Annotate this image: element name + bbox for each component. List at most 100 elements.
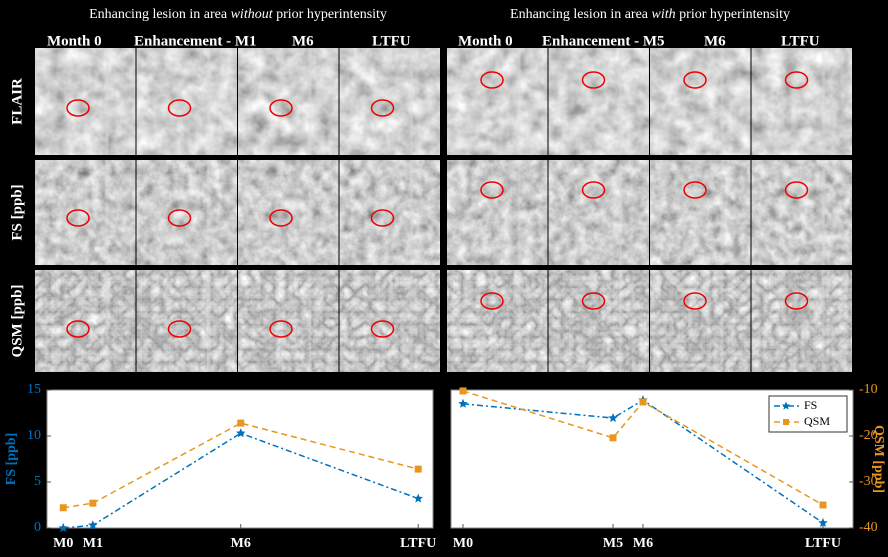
lesion-marker <box>370 320 395 338</box>
marker-star <box>88 520 98 530</box>
series-line <box>63 422 419 509</box>
marker-square <box>59 504 67 512</box>
y2-tick-label: -20 <box>859 428 878 443</box>
marker-square <box>609 434 617 442</box>
column-label: Enhancement - M1 <box>134 33 257 49</box>
lesion-marker <box>167 320 192 338</box>
column-label: Month 0 <box>47 33 102 49</box>
title-part: prior hyperintensity <box>676 7 790 22</box>
marker-square <box>414 465 422 473</box>
mri-image <box>548 270 649 372</box>
marker-square <box>237 419 245 427</box>
row-label: QSM [ppb] <box>9 285 25 358</box>
y-tick-label: 15 <box>27 382 41 397</box>
legend-box <box>768 395 848 433</box>
x-tick-label: LTFU <box>805 536 841 551</box>
column-label: Enhancement - M5 <box>542 33 665 49</box>
mri-image <box>136 270 237 372</box>
lesion-marker <box>784 181 809 199</box>
mri-image <box>650 160 751 265</box>
mri-image <box>447 160 548 265</box>
lesion-marker <box>66 320 90 338</box>
title-part: Enhancing lesion in area <box>510 7 652 22</box>
marker-star <box>236 428 246 438</box>
legend-label: QSM <box>804 414 830 428</box>
mri-image <box>650 270 751 372</box>
marker-square <box>819 501 827 509</box>
marker-star <box>608 413 618 423</box>
lesion-marker <box>66 99 90 117</box>
mri-image <box>339 270 440 372</box>
lesion-marker <box>480 292 504 310</box>
y-tick-label: 5 <box>34 474 41 489</box>
column-label: LTFU <box>781 33 820 49</box>
legend-marker <box>781 401 791 410</box>
marker-star <box>458 398 468 408</box>
lesion-marker <box>269 320 293 338</box>
title-part: without <box>231 7 274 22</box>
lesion-marker <box>269 209 293 227</box>
lesion-marker <box>269 99 293 117</box>
lesion-marker <box>370 99 395 117</box>
marker-square <box>89 499 97 507</box>
legend-marker <box>783 419 789 425</box>
marker-star <box>58 523 68 532</box>
mri-image <box>548 48 649 155</box>
legend-label: FS <box>804 398 817 412</box>
mri-image <box>447 270 548 372</box>
panel-title: Enhancing lesion in area with prior hype… <box>510 7 790 22</box>
x-tick-label: M0 <box>53 536 73 551</box>
x-tick-label: M6 <box>231 536 251 551</box>
title-part: prior hyperintensity <box>273 7 387 22</box>
series-line <box>462 390 824 506</box>
panel-title: Enhancing lesion in area without prior h… <box>89 7 387 22</box>
lesion-marker <box>581 71 606 89</box>
y-axis-label: FS [ppb] <box>4 433 19 486</box>
marker-square <box>639 398 647 406</box>
x-tick-label: M1 <box>83 536 103 551</box>
y2-tick-label: -30 <box>859 474 878 489</box>
y-tick-label: 10 <box>27 428 41 443</box>
mri-image <box>238 270 339 372</box>
series-line <box>63 432 419 529</box>
lesion-marker <box>683 71 707 89</box>
lesion-marker <box>370 209 395 227</box>
lesion-marker <box>480 181 504 199</box>
mri-image <box>751 270 852 372</box>
column-label: M6 <box>704 33 726 49</box>
lesion-marker <box>480 71 504 89</box>
title-part: Enhancing lesion in area <box>89 7 231 22</box>
lesion-marker <box>784 71 809 89</box>
marker-star <box>413 493 423 503</box>
y-tick-label: 0 <box>34 520 41 535</box>
plot-area <box>46 389 434 529</box>
x-tick-label: LTFU <box>400 536 436 551</box>
marker-square <box>459 387 467 395</box>
column-label: M6 <box>292 33 314 49</box>
mri-image <box>447 48 548 155</box>
x-tick-label: M5 <box>603 536 623 551</box>
x-tick-label: M0 <box>453 536 473 551</box>
mri-image <box>650 48 751 155</box>
marker-star <box>818 517 828 527</box>
lesion-marker <box>167 209 192 227</box>
lesion-marker <box>167 99 192 117</box>
row-label: FS [ppb] <box>9 184 25 240</box>
x-tick-label: M6 <box>633 536 653 551</box>
mri-image <box>548 160 649 265</box>
title-part: with <box>652 7 676 22</box>
y2-tick-label: -40 <box>859 520 878 535</box>
series-line <box>462 399 824 524</box>
lesion-marker <box>784 292 809 310</box>
mri-image <box>751 48 852 155</box>
row-label: FLAIR <box>9 78 25 125</box>
y2-tick-label: -10 <box>859 382 878 397</box>
lesion-marker <box>581 292 606 310</box>
mri-image <box>35 270 136 372</box>
lesion-marker <box>581 181 606 199</box>
lesion-marker <box>683 181 707 199</box>
mri-image <box>751 160 852 265</box>
column-label: LTFU <box>372 33 411 49</box>
y2-axis-label: QSM [ppb] <box>871 425 886 493</box>
